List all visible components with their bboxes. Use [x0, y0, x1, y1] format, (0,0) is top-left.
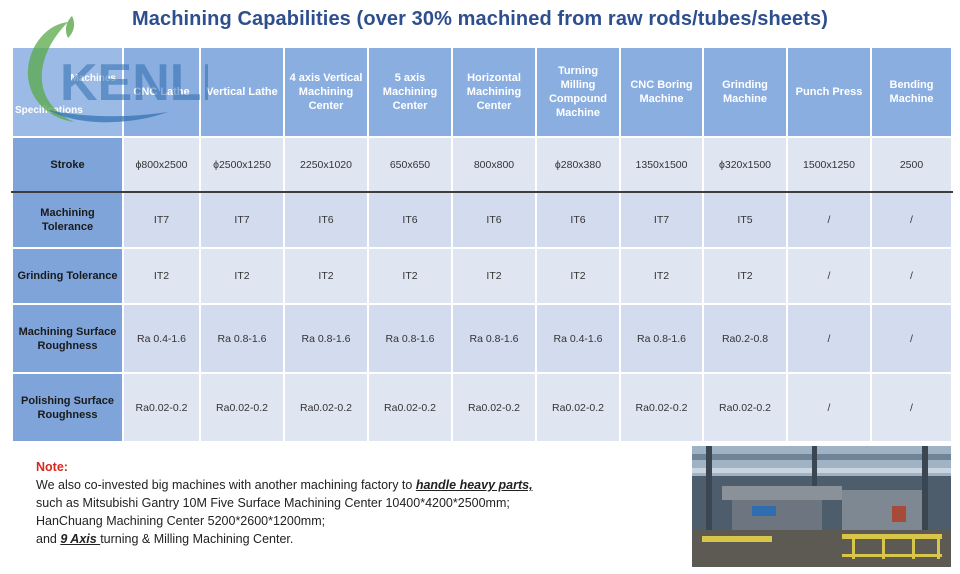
table-cell: Ra 0.4-1.6	[535, 303, 621, 374]
note-line-4-emphasis: 9 Axis	[60, 532, 101, 546]
table-row: Grinding Tolerance IT2 IT2 IT2 IT2 IT2 I…	[11, 247, 953, 305]
table-cell: /	[786, 372, 872, 443]
table-cell: Ra0.02-0.2	[199, 372, 285, 443]
table-cell: Ra 0.8-1.6	[451, 303, 537, 374]
column-header: Horizontal Machining Center	[451, 46, 537, 138]
table-cell: IT2	[199, 247, 285, 305]
column-header: CNC Lathe	[122, 46, 201, 138]
table-cell: IT7	[619, 191, 704, 249]
note-line-1-text: We also co-invested big machines with an…	[36, 478, 416, 492]
table-cell: 800x800	[451, 136, 537, 193]
table-cell: Ra 0.8-1.6	[199, 303, 285, 374]
table-cell: IT2	[451, 247, 537, 305]
table-cell: 1500x1250	[786, 136, 872, 193]
column-header: CNC Boring Machine	[619, 46, 704, 138]
table-cell: IT6	[367, 191, 453, 249]
note-line-3: HanChuang Machining Center 5200*2600*120…	[36, 514, 326, 528]
table-cell: IT2	[283, 247, 369, 305]
table-cell: Ra0.02-0.2	[702, 372, 788, 443]
title-lead: Machining Capabilities (	[132, 8, 364, 30]
row-label: Grinding Tolerance	[11, 247, 124, 305]
factory-photo-drawing	[692, 446, 951, 567]
table-cell: /	[786, 303, 872, 374]
note-line-4: and 9 Axis turning & Milling Machining C…	[36, 530, 656, 548]
table-cell: Ra0.02-0.2	[535, 372, 621, 443]
capabilities-table: Machines Specifications CNC Lathe Vertic…	[11, 46, 953, 443]
table-cell: ϕ320x1500	[702, 136, 788, 193]
page-title: Machining Capabilities (over 30% machine…	[0, 8, 960, 31]
table-cell: IT2	[535, 247, 621, 305]
table-row: Machining Tolerance IT7 IT7 IT6 IT6 IT6 …	[11, 191, 953, 249]
table-cell: ϕ280x380	[535, 136, 621, 193]
column-header: Grinding Machine	[702, 46, 788, 138]
table-cell: IT2	[619, 247, 704, 305]
table-cell: 1350x1500	[619, 136, 704, 193]
table-corner-cell: Machines Specifications	[11, 46, 124, 138]
table-cell: /	[870, 372, 953, 443]
table-cell: IT2	[122, 247, 201, 305]
table-cell: IT6	[283, 191, 369, 249]
table-cell: 2250x1020	[283, 136, 369, 193]
table-cell: Ra0.2-0.8	[702, 303, 788, 374]
table-cell: IT5	[702, 191, 788, 249]
table-cell: /	[870, 247, 953, 305]
factory-photo	[692, 446, 951, 567]
table-cell: Ra0.02-0.2	[367, 372, 453, 443]
table-cell: IT2	[702, 247, 788, 305]
table-cell: ϕ800x2500	[122, 136, 201, 193]
table-cell: Ra 0.4-1.6	[122, 303, 201, 374]
column-header: 4 axis Vertical Machining Center	[283, 46, 369, 138]
table-cell: IT2	[367, 247, 453, 305]
note-line-1-emphasis: handle heavy parts,	[415, 478, 533, 492]
table-cell: 2500	[870, 136, 953, 193]
row-label: Machining Tolerance	[11, 191, 124, 249]
table-cell: Ra 0.8-1.6	[283, 303, 369, 374]
note-line-4-pre: and	[36, 532, 61, 546]
table-cell: 650x650	[367, 136, 453, 193]
table-cell: IT6	[535, 191, 621, 249]
table-cell: IT7	[122, 191, 201, 249]
note-line-4-post: turning & Milling Machining Center.	[100, 532, 294, 546]
title-mid: over 30% machined from raw rods/tubes/sh…	[363, 8, 822, 30]
column-header: Punch Press	[786, 46, 872, 138]
table-cell: Ra 0.8-1.6	[367, 303, 453, 374]
corner-specifications-label: Specifications	[15, 105, 83, 116]
table-cell: Ra0.02-0.2	[122, 372, 201, 443]
table-cell: /	[870, 303, 953, 374]
row-label: Machining Surface Roughness	[11, 303, 124, 374]
column-header: 5 axis Machining Center	[367, 46, 453, 138]
table-cell: Ra0.02-0.2	[283, 372, 369, 443]
column-header: Vertical Lathe	[199, 46, 285, 138]
table-cell: ϕ2500x1250	[199, 136, 285, 193]
table-cell: /	[870, 191, 953, 249]
table-cell: Ra0.02-0.2	[451, 372, 537, 443]
column-header: Turning Milling Compound Machine	[535, 46, 621, 138]
corner-machines-label: Machines	[70, 73, 116, 84]
note-heading: Note:	[36, 460, 68, 474]
header-row: Machines Specifications CNC Lathe Vertic…	[11, 46, 953, 138]
table-cell: Ra0.02-0.2	[619, 372, 704, 443]
note-block: Note: We also co-invested big machines w…	[36, 458, 656, 548]
row-label: Stroke	[11, 136, 124, 193]
table-cell: /	[786, 247, 872, 305]
table-cell: Ra 0.8-1.6	[619, 303, 704, 374]
note-line-2: such as Mitsubishi Gantry 10M Five Surfa…	[36, 496, 510, 510]
table-row: Stroke ϕ800x2500 ϕ2500x1250 2250x1020 65…	[11, 136, 953, 193]
table-cell: /	[786, 191, 872, 249]
table-row: Machining Surface Roughness Ra 0.4-1.6 R…	[11, 303, 953, 374]
column-header: Bending Machine	[870, 46, 953, 138]
title-tail: )	[821, 8, 828, 30]
table-row: Polishing Surface Roughness Ra0.02-0.2 R…	[11, 372, 953, 443]
note-line-1: We also co-invested big machines with an…	[36, 476, 656, 494]
table-cell: IT6	[451, 191, 537, 249]
row-label: Polishing Surface Roughness	[11, 372, 124, 443]
table-cell: IT7	[199, 191, 285, 249]
